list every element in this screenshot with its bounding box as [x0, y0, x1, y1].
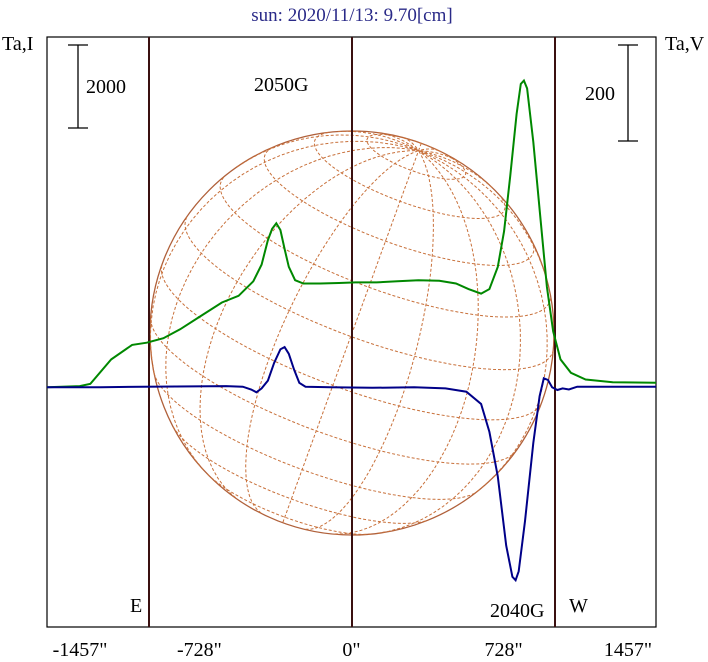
longitude-line — [338, 130, 419, 152]
longitude-line — [418, 150, 548, 281]
west-limb-label: W — [569, 595, 588, 617]
left-scale-label: 2000 — [86, 76, 126, 98]
longitude-line — [418, 150, 548, 492]
x-tick-label: 0" — [342, 639, 360, 661]
right-scale-label: 200 — [585, 83, 615, 105]
latitude-line — [219, 177, 551, 318]
east-limb-label: E — [130, 595, 142, 617]
longitude-line — [334, 150, 479, 535]
longitude-line — [377, 150, 521, 534]
longitude-line — [245, 150, 419, 514]
x-tick-label: -1457" — [53, 639, 108, 661]
longitude-line — [418, 148, 439, 152]
annotation-2050g: 2050G — [254, 74, 308, 96]
latitude-line — [366, 133, 467, 180]
x-tick-label: -728" — [177, 639, 222, 661]
left-axis-label: Ta,I — [2, 33, 33, 55]
x-tick-labels: -1457" -728" 0" 728" 1457" — [53, 639, 653, 661]
longitude-line — [418, 150, 462, 164]
longitude-line — [402, 137, 419, 151]
left-scale-bar — [68, 44, 88, 129]
longitude-line — [418, 150, 493, 189]
longitude-line — [149, 140, 419, 374]
latitude-line — [172, 426, 429, 524]
longitude-line — [165, 147, 419, 471]
annotation-2040g: 2040G — [490, 600, 544, 622]
longitude-line — [377, 132, 419, 152]
intensity-series-line — [46, 78, 657, 389]
polarization-series-line — [47, 345, 656, 583]
chart-title: sun: 2020/11/13: 9.70[cm] — [251, 5, 452, 26]
x-tick-label: 728" — [485, 639, 523, 661]
right-axis-label: Ta,V — [665, 33, 705, 55]
longitude-line — [282, 150, 420, 523]
longitude-line — [305, 150, 434, 530]
latitude-line — [263, 147, 535, 267]
longitude-line — [236, 134, 419, 168]
longitude-line — [199, 150, 419, 499]
x-tick-label: 1457" — [604, 639, 652, 661]
right-scale-bar — [618, 44, 638, 142]
longitude-line — [418, 143, 422, 151]
